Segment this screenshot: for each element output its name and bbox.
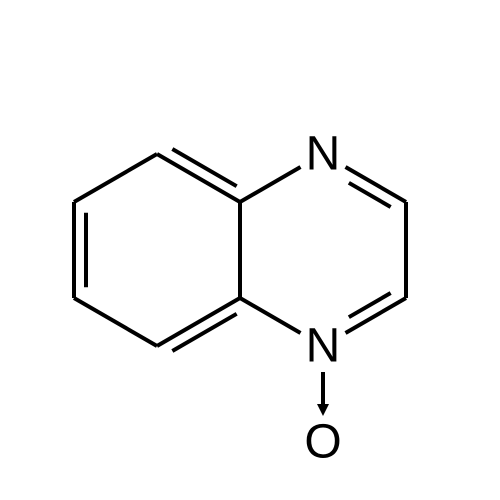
bond-line [240, 298, 300, 333]
bond-line [349, 293, 391, 317]
dative-arrowhead [317, 404, 329, 416]
bond-line [349, 183, 391, 207]
bond-line [74, 154, 157, 202]
bond-line [157, 298, 240, 346]
bond-line [240, 167, 300, 202]
atom-label-o: O [304, 416, 341, 469]
bond-line [157, 154, 240, 202]
atom-label-n: N [306, 320, 341, 373]
chemical-structure: NNO [0, 0, 500, 500]
atom-label-n: N [306, 128, 341, 181]
bond-line [74, 298, 157, 346]
